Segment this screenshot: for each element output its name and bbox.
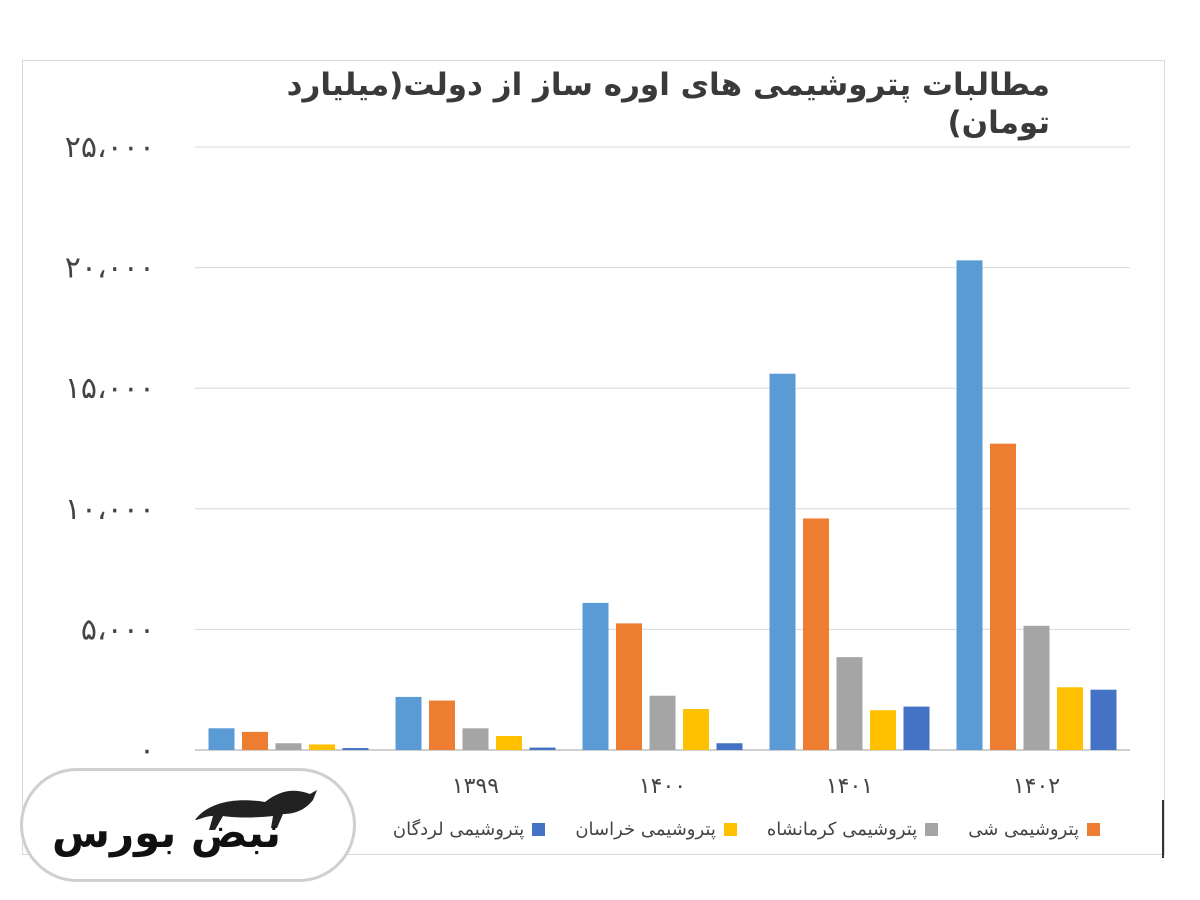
bar bbox=[1023, 625, 1050, 750]
legend-swatch bbox=[723, 822, 737, 836]
bar bbox=[769, 373, 796, 750]
y-tick-label: ۱۰،۰۰۰ bbox=[65, 492, 155, 527]
bar bbox=[870, 710, 896, 750]
legend-label: پتروشیمی شی bbox=[968, 818, 1079, 840]
bar bbox=[496, 736, 522, 750]
legend-item: پتروشیمی لردگان bbox=[392, 818, 546, 840]
bar bbox=[1090, 689, 1117, 750]
x-tick-label: ۱۴۰۲ bbox=[1013, 774, 1060, 799]
legend-swatch bbox=[925, 822, 939, 836]
y-tick-label: ۲۵،۰۰۰ bbox=[65, 130, 155, 165]
bar bbox=[429, 700, 455, 750]
x-tick-label: ۱۳۹۹ bbox=[452, 774, 499, 799]
y-tick-label: ۰ bbox=[139, 733, 155, 768]
bar bbox=[990, 443, 1016, 750]
bar bbox=[462, 728, 489, 750]
y-tick-label: ۵،۰۰۰ bbox=[81, 612, 155, 647]
bar bbox=[395, 696, 422, 750]
bar bbox=[616, 623, 642, 750]
bar bbox=[309, 744, 335, 750]
bar bbox=[529, 747, 556, 750]
bull-icon bbox=[195, 790, 317, 830]
legend-label: پتروشیمی کرمانشاه bbox=[766, 818, 918, 840]
bar bbox=[242, 731, 268, 750]
legend-swatch bbox=[532, 822, 546, 836]
legend-item: پتروشیمی شی bbox=[968, 819, 1100, 840]
bar bbox=[1057, 687, 1083, 750]
legend-swatch bbox=[1087, 822, 1100, 836]
legend-item: پتروشیمی خراسان bbox=[575, 819, 737, 840]
legend-label: پتروشیمی لردگان bbox=[392, 818, 525, 840]
y-tick-label: ۱۵،۰۰۰ bbox=[65, 371, 155, 406]
frame-edge bbox=[1162, 800, 1164, 858]
bar bbox=[683, 708, 709, 750]
bar bbox=[275, 743, 302, 750]
bar bbox=[803, 518, 829, 750]
legend-item: پتروشیمی کرمانشاه bbox=[766, 818, 939, 840]
watermark-text: نبض بورس bbox=[52, 808, 282, 857]
x-tick-label: ۱۴۰۰ bbox=[639, 774, 686, 799]
y-tick-label: ۲۰،۰۰۰ bbox=[65, 251, 155, 286]
bar bbox=[836, 657, 863, 750]
bar bbox=[342, 748, 369, 750]
chart-title: مطالبات پتروشیمی های اوره ساز از دولت(می… bbox=[286, 67, 1050, 141]
x-tick-label: ۱۴۰۱ bbox=[826, 774, 873, 799]
bar bbox=[956, 260, 983, 750]
bar bbox=[582, 602, 609, 750]
legend: پتروشیمی شی پتروشیمی کرمانشاه پتروشیمی خرا… bbox=[330, 812, 1100, 846]
bar bbox=[716, 743, 743, 750]
bar bbox=[208, 728, 235, 750]
legend-label: پتروشیمی خراسان bbox=[575, 818, 716, 840]
watermark-badge bbox=[20, 768, 356, 882]
bar bbox=[649, 695, 676, 750]
bar bbox=[903, 706, 930, 750]
